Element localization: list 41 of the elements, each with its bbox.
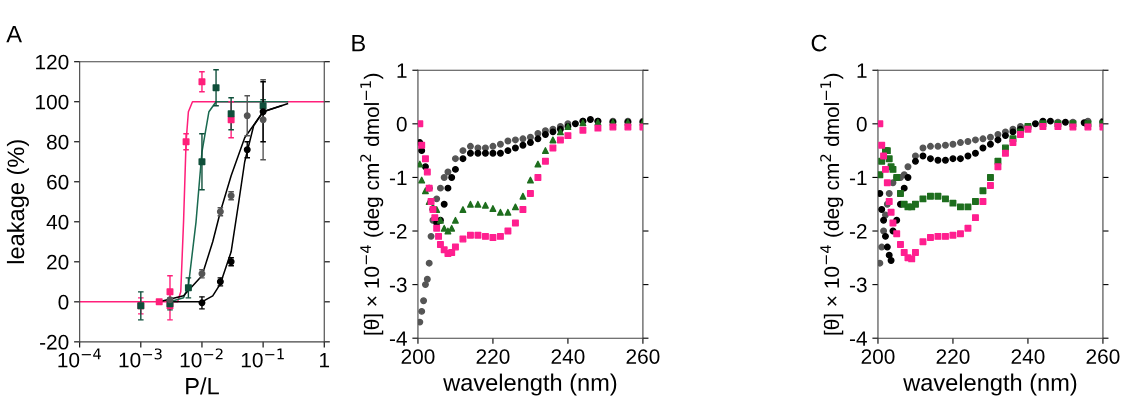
x-tick-label: 10$^{−2}$ (180, 348, 223, 368)
x-tick-label: 220 (476, 349, 510, 364)
y-tick-label: -2 (389, 224, 407, 239)
y-tick-label: -3 (389, 277, 407, 293)
y-tick-label: 1 (857, 63, 867, 78)
chart-title: C (811, 34, 827, 52)
y-axis-title: [θ] × 10$^{−4}$ (deg cm$^{2}$ dmol$^{−1}$) (360, 73, 384, 335)
x-tick-label: 10$^{−1}$ (241, 348, 284, 368)
y-tick-label: -20 (40, 334, 69, 350)
y-tick-label: 0 (396, 116, 407, 132)
x-tick-label: 10$^{−3}$ (119, 348, 162, 368)
y-tick-label: 1 (397, 63, 407, 78)
x-tick-label: 260 (1086, 349, 1120, 364)
y-tick-label: 0 (856, 116, 867, 132)
x-axis-title: P/L (186, 377, 219, 395)
x-tick-label: 260 (626, 349, 660, 364)
x-tick-label: 200 (861, 349, 895, 364)
y-tick-label: 0 (58, 294, 69, 310)
y-tick-label: 120 (36, 54, 69, 70)
x-tick-label: 240 (1011, 349, 1045, 364)
y-tick-label: -4 (389, 331, 407, 346)
y-axis-title: leakage (%) (6, 140, 29, 264)
y-tick-label: -2 (849, 224, 867, 239)
y-tick-label: -3 (849, 277, 867, 293)
y-tick-label: 20 (47, 254, 69, 270)
y-tick-label: 40 (46, 214, 69, 230)
x-axis-title: wavelength (nm) (443, 373, 617, 396)
x-axis-title: wavelength (nm) (903, 373, 1077, 396)
y-tick-label: -1 (389, 170, 407, 185)
y-tick-label: 60 (47, 174, 69, 190)
y-tick-label: -4 (849, 331, 867, 346)
x-tick-label: 240 (551, 349, 585, 364)
y-tick-label: 100 (36, 94, 69, 110)
x-tick-label: 200 (401, 349, 435, 364)
x-tick-label: 1 (320, 353, 330, 368)
chart-title: B (352, 34, 365, 52)
chart-title: A (6, 25, 22, 43)
y-axis-title: [θ] × 10$^{−4}$ (deg cm$^{2}$ dmol$^{−1}$) (820, 73, 844, 335)
y-tick-label: -1 (849, 170, 867, 185)
x-tick-label: 220 (936, 349, 970, 364)
y-tick-label: 80 (46, 134, 69, 150)
